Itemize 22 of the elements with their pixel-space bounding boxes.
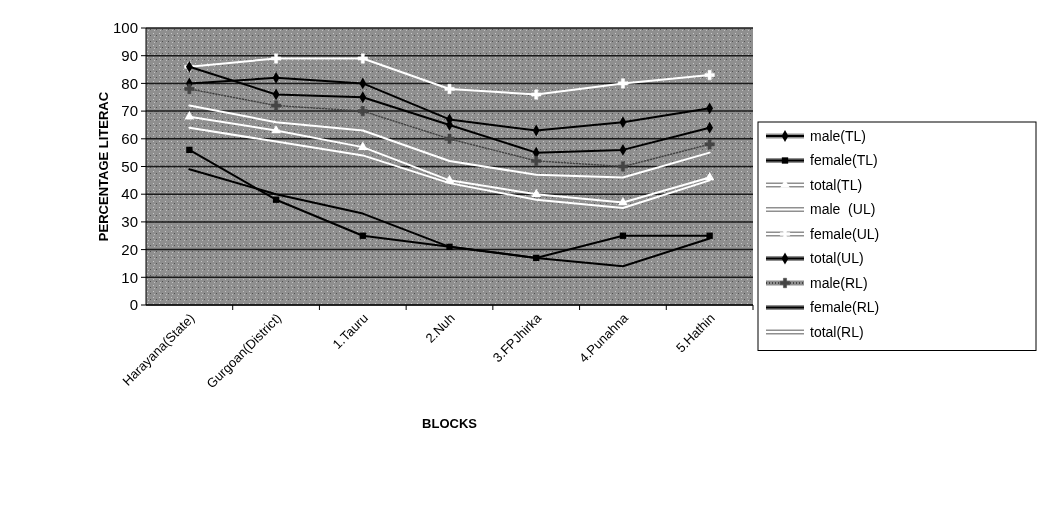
y-tick-label: 80 — [121, 74, 138, 92]
y-tick-label: 20 — [121, 240, 138, 258]
y-tick-label: 90 — [121, 46, 138, 64]
legend-label: male (UL) — [810, 201, 876, 218]
legend-label: male(RL) — [810, 274, 868, 291]
y-tick-label: 50 — [121, 157, 138, 175]
y-tick-label: 100 — [112, 19, 138, 37]
legend-label: male(TL) — [810, 127, 867, 144]
y-tick-label: 0 — [129, 296, 138, 314]
x-axis-title: BLOCKS — [422, 416, 478, 431]
y-axis-title: PERCENTAGE LITERAC — [96, 91, 111, 242]
y-tick-label: 70 — [121, 102, 138, 120]
legend-label: female(UL) — [810, 225, 880, 242]
legend-label: total(UL) — [810, 250, 864, 267]
y-tick-label: 40 — [121, 185, 138, 203]
legend-label: total(RL) — [810, 323, 864, 340]
legend-label: female(RL) — [810, 299, 880, 316]
legend-label: total(TL) — [810, 176, 863, 193]
y-tick-label: 30 — [121, 213, 138, 231]
legend-label: female(TL) — [810, 152, 878, 169]
y-tick-label: 10 — [121, 268, 138, 286]
y-tick-label: 60 — [121, 130, 138, 148]
